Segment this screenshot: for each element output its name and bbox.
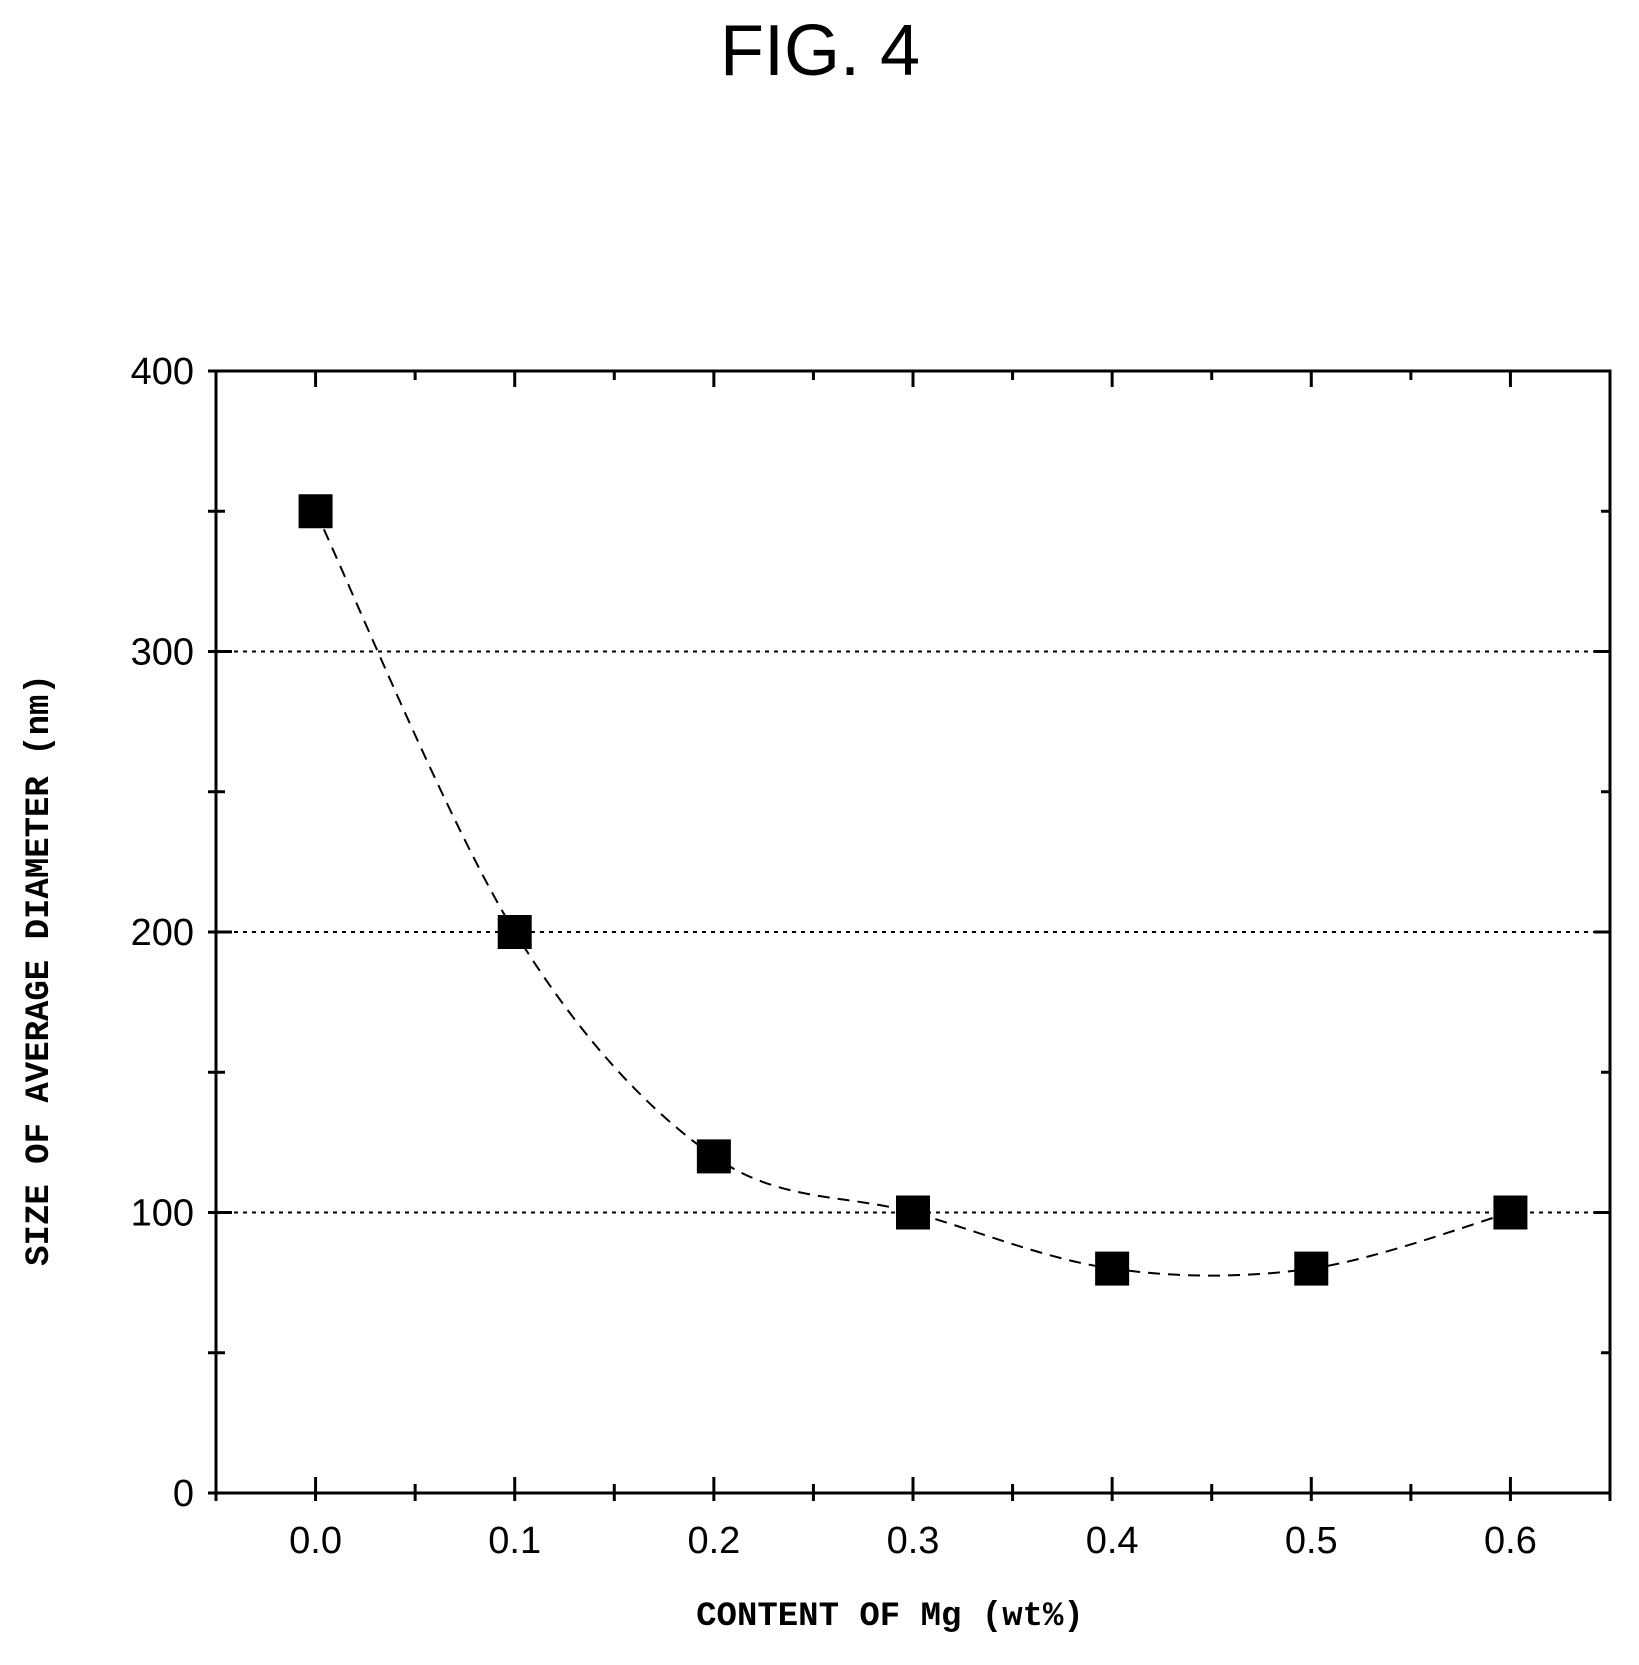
x-tick-label: 0.5 [1285, 1520, 1338, 1562]
x-tick-label: 0.6 [1484, 1520, 1537, 1562]
x-tick-label: 0.1 [488, 1520, 541, 1562]
data-point-1 [497, 915, 532, 949]
x-tick-label: 0.3 [887, 1520, 940, 1562]
y-tick-label: 200 [131, 912, 194, 954]
data-point-6 [1493, 1195, 1528, 1230]
x-tick-label: 0.0 [289, 1520, 342, 1562]
y-tick-label: 300 [131, 632, 194, 674]
data-point-0 [298, 494, 333, 529]
trend-line-group [314, 510, 1511, 1277]
x-axis-label: CONTENT OF Mg (wt%) [696, 1598, 1084, 1636]
data-point-3 [896, 1195, 930, 1230]
x-tick-label: 0.4 [1086, 1520, 1139, 1562]
figure-label: FIG. 4 [720, 11, 920, 91]
y-axis-label: SIZE OF AVERAGE DIAMETER (nm) [21, 674, 59, 1266]
series-line [314, 510, 1511, 1277]
data-point-5 [1294, 1251, 1329, 1286]
y-tick-label: 0 [173, 1473, 194, 1515]
axis-ticks [208, 369, 1612, 1501]
data-point-2 [696, 1139, 731, 1174]
data-markers [298, 494, 1528, 1286]
grid-lines [216, 650, 1610, 1214]
y-tick-label: 100 [131, 1193, 194, 1235]
x-tick-label: 0.2 [687, 1520, 740, 1562]
y-tick-label: 400 [131, 351, 194, 393]
tick-labels: 0.0 0.1 0.2 0.3 0.4 0.5 0.6 0 100 200 300 400 [131, 351, 1537, 1562]
data-point-4 [1095, 1251, 1130, 1286]
